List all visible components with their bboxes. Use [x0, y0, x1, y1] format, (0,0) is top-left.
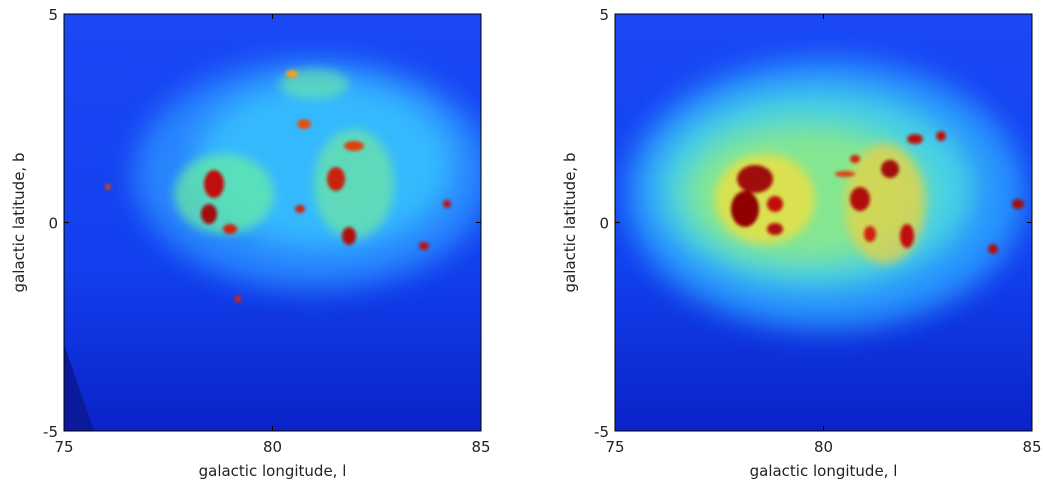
x-tick-label: 85: [471, 438, 490, 456]
x-axis-label: galactic longitude, l: [750, 462, 898, 480]
y-tick-label: 5: [48, 6, 58, 24]
y-axis-label: galactic latitude, b: [10, 153, 28, 293]
y-tick-label: 0: [599, 215, 609, 233]
y-tick-label: -5: [43, 423, 58, 441]
x-tick-label: 75: [54, 438, 73, 456]
y-tick-label: 5: [599, 6, 609, 24]
x-tick-label: 85: [1022, 438, 1041, 456]
x-tick-label: 80: [263, 438, 282, 456]
x-tick-label: 80: [814, 438, 833, 456]
image-right: [615, 14, 1032, 431]
y-axis-label: galactic latitude, b: [561, 153, 579, 293]
y-tick-label: -5: [594, 423, 609, 441]
image-left: [64, 14, 481, 431]
x-axis-label: galactic longitude, l: [199, 462, 347, 480]
y-tick-label: 0: [48, 215, 58, 233]
x-tick-label: 75: [605, 438, 624, 456]
